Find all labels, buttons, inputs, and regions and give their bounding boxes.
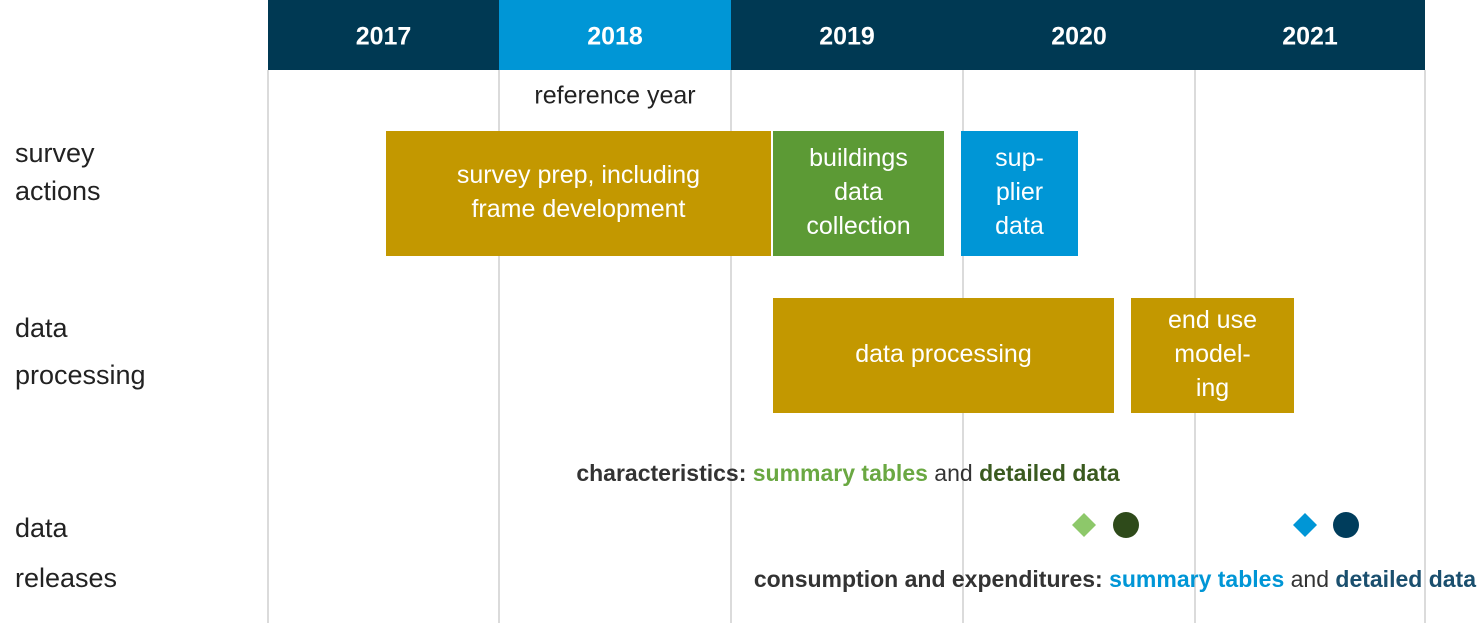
- year-header: [499, 0, 731, 70]
- release-part: and: [1284, 566, 1335, 592]
- reference-note: reference year: [534, 82, 695, 110]
- year-header: [268, 0, 499, 70]
- task-box: [386, 131, 771, 256]
- task-box: [773, 131, 944, 256]
- release-part: detailed data: [1335, 566, 1476, 592]
- task-text: plier: [996, 178, 1043, 206]
- task-text: data processing: [855, 340, 1032, 368]
- task-text: end use: [1168, 306, 1257, 334]
- task-text: data: [834, 178, 883, 206]
- task-box: [773, 298, 1114, 413]
- year-header: [963, 0, 1195, 70]
- row-label: data: [15, 513, 69, 543]
- year-header: [731, 0, 963, 70]
- release-part: summary tables: [753, 460, 928, 486]
- year-label: 2019: [819, 23, 875, 51]
- task-text: buildings: [809, 144, 908, 172]
- release-text: consumption and expenditures: summary ta…: [754, 566, 1476, 592]
- release-diamond: [1293, 513, 1317, 537]
- year-label: 2021: [1282, 23, 1338, 51]
- release-part: consumption and expenditures:: [754, 566, 1109, 592]
- task-text: model-: [1174, 340, 1250, 368]
- row-label: data: [15, 313, 69, 343]
- task-text: ing: [1196, 374, 1229, 402]
- release-part: and: [928, 460, 979, 486]
- row-label: processing: [15, 360, 146, 390]
- task-box: [1131, 298, 1294, 413]
- row-label: releases: [15, 563, 117, 593]
- task-text: frame development: [471, 195, 685, 223]
- release-part: detailed data: [979, 460, 1120, 486]
- year-label: 2017: [356, 23, 412, 51]
- release-text: characteristics: summary tables and deta…: [576, 460, 1120, 486]
- release-part: characteristics:: [576, 460, 752, 486]
- year-header: [1195, 0, 1425, 70]
- task-text: survey prep, including: [457, 161, 700, 189]
- release-circle: [1113, 512, 1139, 538]
- release-part: summary tables: [1109, 566, 1284, 592]
- task-text: data: [995, 212, 1044, 240]
- task-text: sup-: [995, 144, 1044, 172]
- release-circle: [1333, 512, 1359, 538]
- task-text: collection: [806, 212, 910, 240]
- task-box: [961, 131, 1078, 256]
- row-label: survey: [15, 138, 95, 168]
- row-label: actions: [15, 176, 101, 206]
- year-label: 2018: [587, 23, 643, 51]
- release-diamond: [1072, 513, 1096, 537]
- year-label: 2020: [1051, 23, 1107, 51]
